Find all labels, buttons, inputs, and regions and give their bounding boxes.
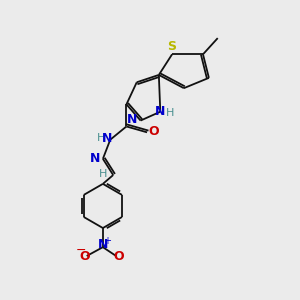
Text: O: O — [113, 250, 124, 262]
Text: H: H — [166, 108, 174, 118]
Text: N: N — [90, 152, 101, 165]
Text: N: N — [98, 238, 108, 251]
Text: S: S — [167, 40, 176, 53]
Text: −: − — [76, 244, 86, 257]
Text: O: O — [79, 250, 90, 262]
Text: N: N — [155, 105, 166, 118]
Text: H: H — [97, 133, 106, 143]
Text: N: N — [102, 132, 112, 145]
Text: N: N — [127, 112, 137, 126]
Text: H: H — [99, 169, 107, 178]
Text: +: + — [103, 236, 111, 246]
Text: O: O — [148, 125, 159, 138]
